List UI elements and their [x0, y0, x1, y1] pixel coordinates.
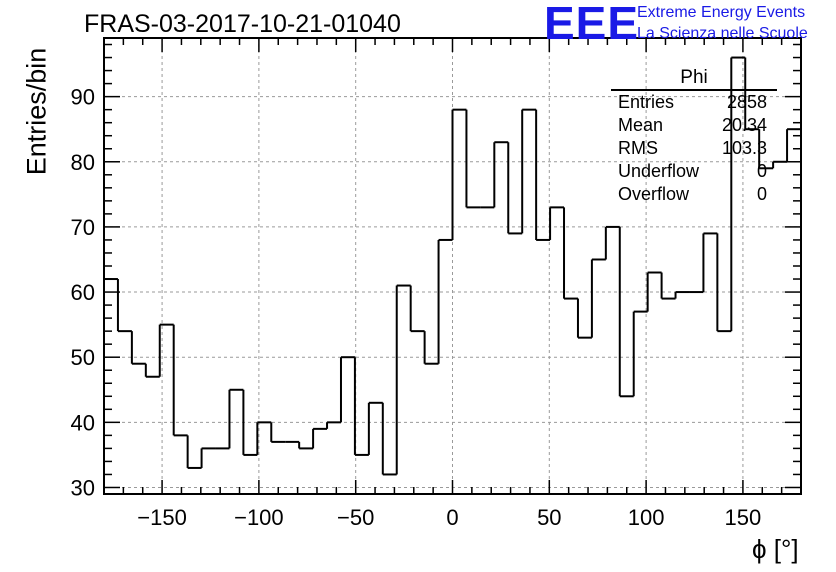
logo-line-1: Extreme Energy Events [637, 4, 806, 21]
histogram-series [104, 56, 801, 476]
stats-value: 20.34 [721, 115, 767, 135]
stats-key: Overflow [618, 184, 690, 204]
y-tick-label: 70 [71, 215, 95, 240]
x-axis-label: ϕ [°] [752, 534, 799, 564]
x-tick-label: 0 [446, 505, 458, 530]
y-axis-label: Entries/bin [21, 47, 52, 176]
stats-row-entries: Entries 2858 [611, 91, 777, 114]
stats-title: Phi [611, 66, 777, 91]
stats-row-mean: Mean 20.34 [611, 114, 777, 137]
axis-ticks [103, 38, 802, 494]
x-tick-labels: −150 −100 −50 0 50 100 150 [137, 505, 761, 530]
y-tick-label: 60 [71, 280, 95, 305]
x-tick-label: 100 [628, 505, 665, 530]
stats-value: 0 [756, 161, 767, 181]
eee-logo: EEE [544, 0, 640, 49]
x-tick-label: 150 [725, 505, 762, 530]
y-tick-label: 80 [71, 150, 95, 175]
stats-key: Mean [618, 115, 664, 135]
logo-line-2: La Scienza nelle Scuole [637, 25, 808, 42]
stats-key: RMS [618, 138, 658, 158]
stats-key: Underflow [618, 161, 700, 181]
stats-box: Phi Entries 2858 Mean 20.34 RMS 103.3 Un… [611, 66, 777, 206]
stats-row-underflow: Underflow 0 [611, 160, 777, 183]
stats-value: 103.3 [721, 138, 767, 158]
y-tick-label: 40 [71, 410, 95, 435]
stats-row-overflow: Overflow 0 [611, 183, 777, 206]
y-tick-labels: 30 40 50 60 70 80 90 [71, 85, 95, 501]
stats-value: 0 [756, 184, 767, 204]
y-tick-label: 50 [71, 345, 95, 370]
x-tick-label: −100 [234, 505, 284, 530]
x-tick-label: −50 [337, 505, 374, 530]
y-tick-label: 30 [71, 475, 95, 500]
y-tick-label: 90 [71, 85, 95, 110]
stats-key: Entries [618, 92, 675, 112]
stats-value: 2858 [726, 92, 767, 112]
x-tick-label: −150 [137, 505, 187, 530]
x-tick-label: 50 [537, 505, 561, 530]
stats-row-rms: RMS 103.3 [611, 137, 777, 160]
run-title: FRAS-03-2017-10-21-01040 [84, 10, 401, 38]
